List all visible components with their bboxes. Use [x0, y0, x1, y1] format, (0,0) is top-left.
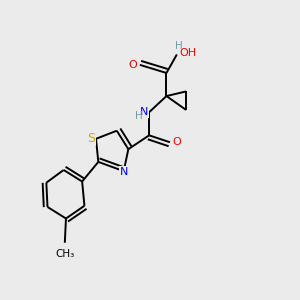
Text: CH₃: CH₃ — [55, 248, 74, 259]
Text: S: S — [87, 132, 95, 145]
Text: O: O — [172, 137, 181, 147]
Text: N: N — [119, 167, 128, 177]
Text: H: H — [175, 41, 183, 51]
Text: OH: OH — [179, 48, 196, 58]
Text: N: N — [140, 107, 148, 117]
Text: O: O — [129, 60, 138, 70]
Text: H: H — [135, 111, 142, 121]
